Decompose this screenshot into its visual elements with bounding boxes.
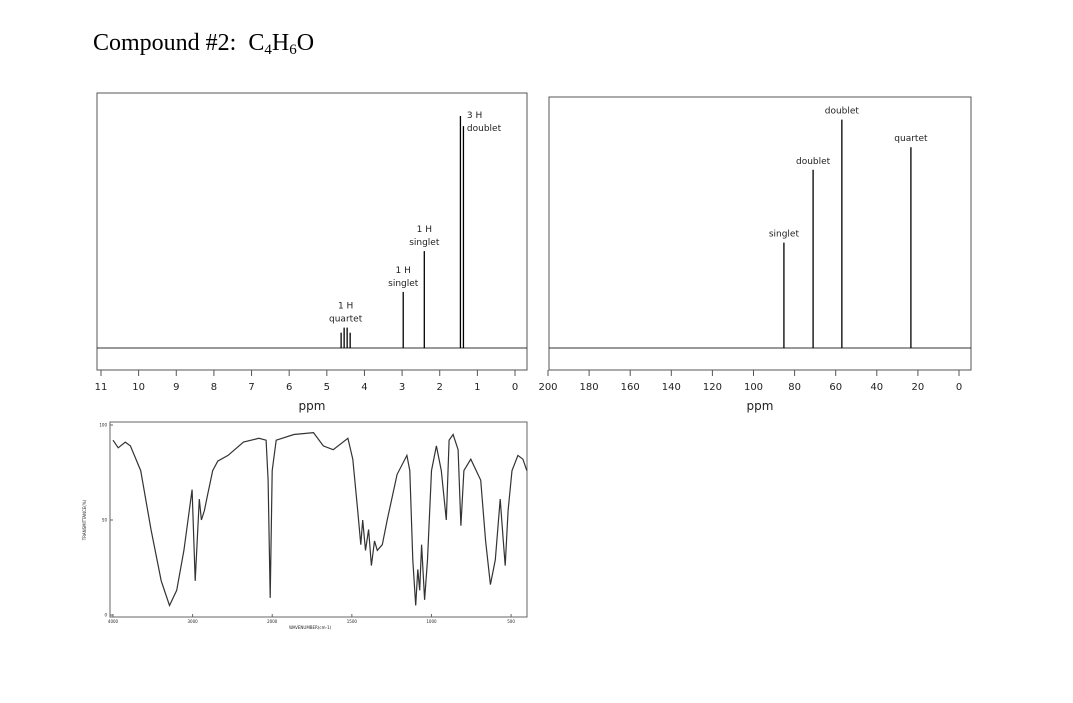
x-tick-label: 2 xyxy=(437,382,443,393)
x-tick-label: 3 xyxy=(399,382,405,393)
y-tick-label: 50 xyxy=(102,518,108,523)
x-tick-label: 20 xyxy=(912,382,925,393)
x-tick-label: 11 xyxy=(95,382,108,393)
plot-frame xyxy=(109,421,528,618)
x-tick-label: 4 xyxy=(361,382,367,393)
peak-label: doublet xyxy=(796,157,831,167)
x-tick-label: 200 xyxy=(538,382,557,393)
x-tick-label: 9 xyxy=(173,382,179,393)
ir-trace xyxy=(112,431,528,608)
title-text: Compound #2: xyxy=(93,30,237,56)
x-tick-label: 7 xyxy=(248,382,254,393)
x-tick-label: 3000 xyxy=(188,619,199,624)
x-axis-label: WAVENUMBER(cm-1) xyxy=(289,625,332,630)
peak-label: 1 H xyxy=(338,302,353,312)
x-axis-label: ppm xyxy=(299,399,326,413)
x-tick-label: 1000 xyxy=(426,619,437,624)
plot-frame xyxy=(96,92,528,371)
peak-label: 1 H xyxy=(396,266,411,276)
peak-label: singlet xyxy=(409,238,440,248)
x-tick-label: 6 xyxy=(286,382,292,393)
x-tick-label: 500 xyxy=(507,619,515,624)
formula-subscript: 4 xyxy=(264,42,272,58)
peak-label: quartet xyxy=(894,134,928,144)
x-tick-label: 8 xyxy=(211,382,217,393)
y-axis-label: TRANSMITTANCE(%) xyxy=(82,499,87,541)
y-tick-label: 0 xyxy=(104,613,107,618)
x-tick-label: 180 xyxy=(580,382,599,393)
formula-element: C xyxy=(248,30,265,56)
peak-label: doublet xyxy=(825,107,860,117)
x-tick-label: 160 xyxy=(621,382,640,393)
x-tick-label: 10 xyxy=(132,382,145,393)
x-tick-label: 0 xyxy=(512,382,518,393)
x-tick-label: 80 xyxy=(788,382,801,393)
x-tick-label: 0 xyxy=(956,382,962,393)
x-tick-label: 1 xyxy=(474,382,480,393)
x-tick-label: 60 xyxy=(829,382,842,393)
x-tick-label: 2000 xyxy=(267,619,278,624)
x-tick-label: 100 xyxy=(744,382,763,393)
x-tick-label: 5 xyxy=(324,382,330,393)
x-tick-label: 4000 xyxy=(108,619,119,624)
peak-label: 3 H xyxy=(467,111,482,121)
x-tick-label: 40 xyxy=(870,382,883,393)
x-tick-label: 140 xyxy=(662,382,681,393)
peak-label: doublet xyxy=(467,124,502,134)
peak-label: 1 H xyxy=(417,225,432,235)
peak-label: singlet xyxy=(769,230,800,240)
y-tick-label: 100 xyxy=(99,423,107,428)
x-tick-label: 1500 xyxy=(347,619,358,624)
formula-element: O xyxy=(296,30,315,56)
formula-subscript: 6 xyxy=(289,42,297,58)
formula-element: H xyxy=(271,30,290,56)
x-tick-label: 120 xyxy=(703,382,722,393)
x-axis-label: ppm xyxy=(747,399,774,413)
peak-label: quartet xyxy=(329,315,363,325)
compound-title: Compound #2: C4H6O xyxy=(93,30,315,58)
plot-frame xyxy=(548,96,972,371)
peak-label: singlet xyxy=(388,279,419,289)
